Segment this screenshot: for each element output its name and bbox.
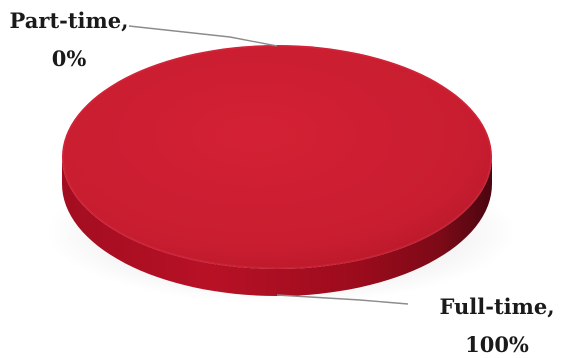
pie-slice-full-time bbox=[62, 45, 492, 269]
data-label-full-time-value: 100% bbox=[465, 332, 529, 357]
data-label-part-time: Part-time, 0% bbox=[4, 2, 134, 78]
data-label-part-time-value: 0% bbox=[51, 46, 87, 71]
leader-line-full-time bbox=[276, 294, 409, 305]
leader-line-part-time bbox=[128, 25, 278, 47]
data-label-part-time-name: Part-time, bbox=[9, 8, 129, 33]
pie-slice-full-time-side bbox=[62, 157, 492, 296]
data-label-full-time: Full-time, 100% bbox=[432, 288, 561, 358]
data-label-full-time-name: Full-time, bbox=[439, 294, 555, 319]
